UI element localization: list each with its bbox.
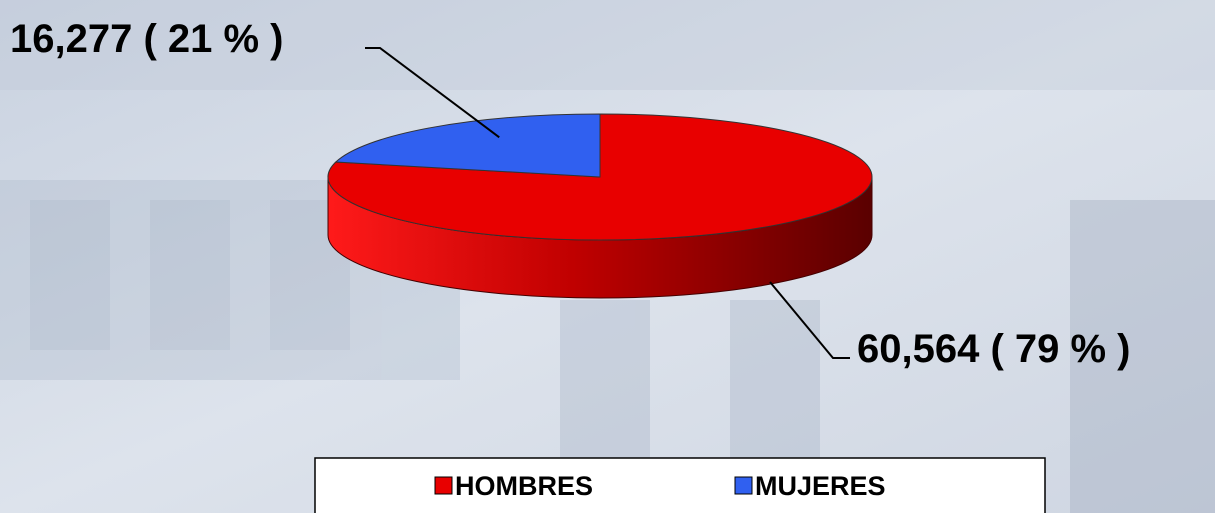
data-label: 60,564 ( 79 % )	[857, 327, 1131, 371]
leader-line	[365, 47, 500, 139]
legend-box	[314, 457, 1046, 513]
legend-label: MUJERES	[755, 471, 886, 501]
legend-swatch	[434, 476, 453, 495]
legend-label: HOMBRES	[455, 471, 593, 501]
pie-slice	[334, 113, 601, 178]
data-label: 16,277 ( 21 % )	[10, 17, 284, 61]
pie: 60,564 ( 79 % ) 16,277 ( 21 % )	[10, 17, 1131, 371]
leader-line	[769, 281, 850, 359]
legend: HOMBRES MUJERES	[434, 471, 886, 501]
pie-slice	[327, 113, 873, 241]
legend-swatch	[734, 476, 753, 495]
